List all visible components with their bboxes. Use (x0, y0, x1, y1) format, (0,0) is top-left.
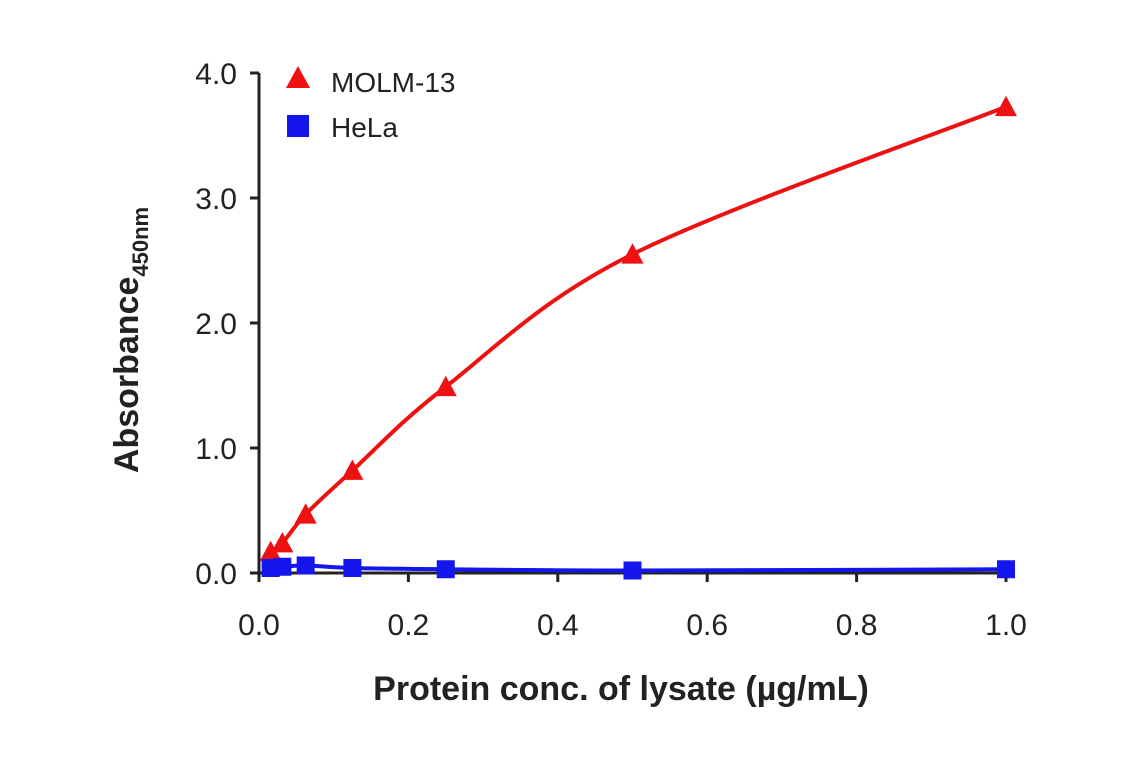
data-point-molm13 (621, 243, 644, 264)
legend-square-marker (287, 115, 309, 137)
y-tick-label: 2.0 (195, 308, 237, 341)
y-tick-label: 1.0 (195, 433, 237, 466)
legend-label-molm13: MOLM-13 (331, 67, 455, 98)
legend-label-hela: HeLa (331, 112, 398, 143)
legend-item-hela: HeLa (287, 112, 398, 143)
x-tick-label: 0.2 (388, 609, 430, 642)
y-axis-title-subscript: 450nm (128, 207, 153, 277)
data-point-hela (623, 561, 642, 580)
legend-triangle-marker (286, 66, 310, 88)
data-point-molm13 (294, 503, 317, 524)
data-point-hela (997, 560, 1015, 579)
data-point-molm13 (271, 532, 294, 553)
x-tick-label: 0.8 (836, 609, 878, 642)
x-tick-label: 0.4 (537, 609, 579, 642)
x-ticks: 0.0 0.2 0.4 0.6 0.8 1.0 (238, 573, 1027, 642)
legend-item-molm13: MOLM-13 (286, 66, 455, 98)
x-tick-label: 0.0 (238, 609, 280, 642)
y-axis-title-main: Absorbance (108, 277, 146, 474)
x-tick-label: 0.6 (686, 609, 728, 642)
data-point-hela (343, 559, 362, 577)
x-axis-title: Protein conc. of lysate (µg/mL) (373, 670, 869, 708)
legend: MOLM-13 HeLa (286, 66, 455, 143)
y-tick-label: 4.0 (195, 58, 237, 91)
series-layer (259, 95, 1017, 580)
data-point-hela (296, 556, 315, 575)
y-tick-label: 0.0 (195, 558, 237, 591)
y-ticks: 0.0 1.0 2.0 3.0 4.0 (195, 58, 259, 591)
y-tick-label: 3.0 (195, 183, 237, 216)
data-point-molm13 (434, 375, 457, 397)
x-tick-label: 1.0 (985, 609, 1027, 642)
data-point-molm13 (995, 95, 1017, 117)
data-point-molm13 (259, 540, 282, 562)
data-point-hela (273, 557, 292, 576)
data-point-molm13 (341, 459, 364, 480)
series-line-molm13 (269, 104, 1007, 554)
data-point-hela (436, 560, 455, 579)
y-axis-title: Absorbance450nm (108, 207, 153, 473)
